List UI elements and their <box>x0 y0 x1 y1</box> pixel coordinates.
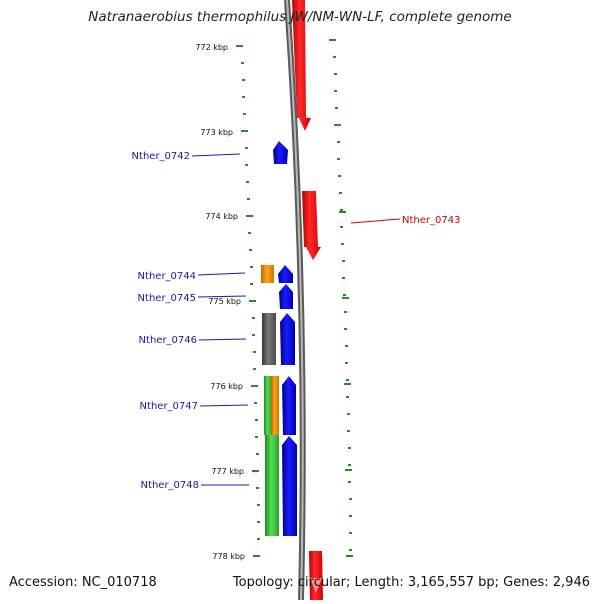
minor-tick <box>348 464 351 466</box>
gene-arrow-nther-0742[interactable] <box>273 141 288 164</box>
minor-tick <box>335 107 338 109</box>
minor-tick <box>334 73 337 75</box>
minor-tick <box>254 402 257 404</box>
minor-tick <box>250 266 253 268</box>
minor-tick <box>334 90 337 92</box>
annotation-blocks <box>261 265 279 536</box>
topology-label: Topology: circular; Length: 3,165,557 bp… <box>232 575 590 590</box>
minor-tick <box>338 175 341 177</box>
minor-tick <box>337 141 340 143</box>
green-feature[interactable] <box>265 435 279 536</box>
gene-labels: Nther_0742 Nther_0743 Nther_0744 Nther_0… <box>132 151 461 491</box>
outer-major-ticks <box>329 39 353 557</box>
minor-tick <box>247 198 250 200</box>
minor-tick <box>249 249 252 251</box>
minor-tick <box>337 158 340 160</box>
minor-tick <box>243 113 246 115</box>
minor-tick <box>255 419 258 421</box>
gene-label[interactable]: Nther_0748 <box>141 480 199 491</box>
reverse-strand-features <box>273 141 297 536</box>
accession-label: Accession: NC_010718 <box>9 575 157 590</box>
gene-arrow-nther-0745[interactable] <box>279 284 293 309</box>
gene-label[interactable]: Nther_0743 <box>402 215 460 226</box>
minor-tick <box>245 164 248 166</box>
outer-scale-ticks <box>332 39 352 551</box>
gene-arrow-head <box>310 578 322 593</box>
gene-arrow-nther-0746[interactable] <box>280 313 295 365</box>
minor-tick <box>252 317 255 319</box>
scale-label-778: 778 kbp <box>212 552 245 561</box>
scale-label-775: 775 kbp <box>208 297 241 306</box>
minor-tick <box>340 209 343 211</box>
scale-label-777: 777 kbp <box>211 467 244 476</box>
minor-tick <box>252 334 255 336</box>
gene-arrow-forward[interactable] <box>292 0 311 131</box>
minor-tick <box>242 79 245 81</box>
minor-tick <box>346 396 349 398</box>
scale-label-776: 776 kbp <box>210 382 243 391</box>
green-feature[interactable] <box>264 376 272 435</box>
minor-tick <box>340 226 343 228</box>
minor-tick <box>344 311 347 313</box>
minor-tick <box>257 521 260 523</box>
gene-arrow-nther-0743[interactable] <box>302 191 321 260</box>
gene-label[interactable]: Nther_0742 <box>132 151 190 162</box>
kbp-scale: 772 kbp 773 kbp 774 kbp 775 kbp 776 kbp … <box>195 43 260 561</box>
minor-tick <box>242 96 245 98</box>
map-title: Natranaerobius thermophilus JW/NM-WN-LF,… <box>88 9 512 25</box>
minor-tick <box>346 379 349 381</box>
minor-tick <box>253 351 256 353</box>
minor-tick <box>256 487 259 489</box>
gene-label[interactable]: Nther_0745 <box>138 293 196 304</box>
minor-tick <box>342 277 345 279</box>
gene-arrow-nther-0747[interactable] <box>282 376 296 435</box>
minor-tick <box>347 430 350 432</box>
minor-tick <box>348 481 351 483</box>
minor-tick <box>349 515 352 517</box>
gene-label-leaders <box>191 153 401 486</box>
minor-tick <box>241 62 244 64</box>
gene-arrow-nther-0744[interactable] <box>278 265 293 283</box>
minor-tick <box>345 362 348 364</box>
scale-label-772: 772 kbp <box>195 43 228 52</box>
scale-label-774: 774 kbp <box>205 212 238 221</box>
orange-feature[interactable] <box>261 265 274 283</box>
minor-tick <box>349 549 352 551</box>
minor-tick <box>345 345 348 347</box>
gene-arrow-forward[interactable] <box>309 551 323 600</box>
minor-tick <box>255 436 258 438</box>
gene-label[interactable]: Nther_0744 <box>138 271 196 282</box>
minor-tick <box>342 260 345 262</box>
genome-backbone-highlight <box>286 0 304 601</box>
minor-tick <box>348 447 351 449</box>
minor-tick <box>248 232 251 234</box>
minor-tick <box>257 504 260 506</box>
minor-tick <box>349 532 352 534</box>
minor-tick <box>257 538 260 540</box>
orange-feature[interactable] <box>271 376 279 435</box>
minor-tick <box>343 294 346 296</box>
forward-strand-features <box>292 0 323 600</box>
minor-tick <box>253 368 256 370</box>
minor-tick <box>256 453 259 455</box>
gene-label[interactable]: Nther_0747 <box>140 401 198 412</box>
minor-tick <box>245 147 248 149</box>
minor-tick <box>347 413 350 415</box>
gene-arrow-nther-0748[interactable] <box>282 436 297 536</box>
minor-tick <box>349 498 352 500</box>
minor-tick <box>250 283 253 285</box>
minor-tick <box>339 192 342 194</box>
gray-feature[interactable] <box>262 313 276 365</box>
minor-tick <box>246 181 249 183</box>
minor-tick <box>333 56 336 58</box>
scale-label-773: 773 kbp <box>200 128 233 137</box>
minor-tick <box>344 328 347 330</box>
minor-tick <box>341 243 344 245</box>
gene-label[interactable]: Nther_0746 <box>139 335 197 346</box>
